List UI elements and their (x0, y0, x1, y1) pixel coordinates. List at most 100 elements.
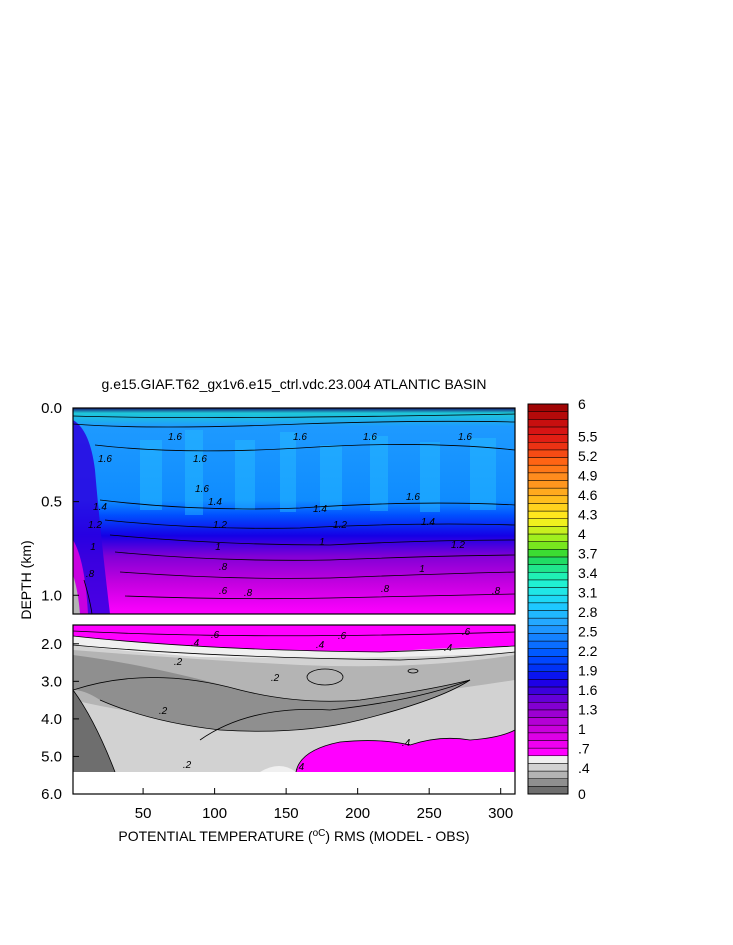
contour-label: 1 (90, 542, 96, 553)
y-tick-label: 2.0 (41, 636, 62, 653)
contour-label: .2 (174, 657, 183, 668)
lower-white-band (73, 636, 515, 658)
upper-contour-labels: 1.6 1.6 1.4 1.2 1 .8 .6 1.6 1.6 1.4 1.2 1 .8 .8 1.2 1.4… (86, 432, 501, 599)
colorbar-label: 3.1 (578, 585, 598, 601)
contour-label: 1 (215, 542, 221, 553)
colorbar-label: 4.9 (578, 468, 598, 484)
colorbar-box (527, 464, 569, 474)
colorbar-box (527, 457, 569, 466)
colorbar-box (527, 686, 569, 695)
colorbar-label: 5.5 (578, 429, 598, 445)
lower-contours (73, 630, 515, 772)
colorbar-box (527, 663, 569, 672)
lower-panel: .6 .4 .6 .4 .6 .4 .2 .2 .2 .2 .4 .4 (72, 624, 516, 795)
colorbar-label: 3.4 (578, 565, 598, 581)
colorbar-box (527, 518, 569, 527)
x-axis: 50 100 150 200 250 300 (135, 788, 513, 822)
colorbar-box (527, 441, 569, 451)
colorbar-box (527, 533, 569, 542)
contour-label: .4 (296, 762, 305, 773)
colorbar-label: 1.3 (578, 702, 598, 718)
colorbar-box (527, 786, 569, 795)
colorbar-box (527, 472, 569, 481)
y-tick-label: 5.0 (41, 748, 62, 765)
contour-label: .6 (211, 630, 220, 641)
contour-label: .8 (381, 584, 390, 595)
colorbar-label: 3.7 (578, 546, 598, 562)
contour-label: 1.4 (421, 517, 435, 528)
colorbar-label: 5.2 (578, 448, 598, 464)
lower-dark (73, 655, 470, 732)
colorbar-box (527, 503, 569, 512)
colorbar-box (527, 701, 569, 711)
contour-label: .6 (338, 631, 347, 642)
x-tick-label: 250 (417, 805, 442, 822)
colorbar-box (527, 648, 569, 657)
contour-label: .8 (86, 569, 95, 580)
contour-label: 1.6 (98, 454, 112, 465)
colorbar-label: 4.6 (578, 487, 598, 503)
upper-field (73, 408, 515, 614)
x-tick-label: 150 (274, 805, 299, 822)
colorbar-box (527, 755, 569, 764)
colorbar-box (527, 671, 569, 680)
lower-contour-labels: .6 .4 .6 .4 .6 .4 .2 .2 .2 .2 .4 .4 (159, 627, 471, 773)
contour-label: 1.6 (168, 432, 182, 443)
chart-title: g.e15.GIAF.T62_gx1v6.e15_ctrl.vdc.23.004… (102, 376, 487, 392)
upper-panel: 1.6 1.6 1.4 1.2 1 .8 .6 1.6 1.6 1.4 1.2 1 .8 .8 1.2 1.4… (72, 407, 516, 615)
colorbar-box (527, 732, 569, 741)
colorbar-labels: 6 5.5 5.2 4.9 4.6 4.3 4 3.7 3.4 3.1 2.8 2.5 2.2 1.9 1.… (578, 396, 598, 802)
colorbar-box (527, 740, 569, 749)
contour-label: .4 (316, 640, 325, 651)
colorbar-box (527, 763, 569, 772)
colorbar-box (527, 480, 569, 489)
colorbar-label: 0 (578, 786, 586, 802)
y-tick-label: 0.5 (41, 494, 62, 511)
colorbar-box (527, 587, 569, 596)
contour-label: 1.6 (406, 492, 420, 503)
colorbar-box (527, 556, 569, 565)
x-tick-label: 100 (202, 805, 227, 822)
colorbar-label: 2.8 (578, 604, 598, 620)
colorbar-box (527, 419, 569, 428)
contour-label: 1.6 (458, 432, 472, 443)
colorbar-box (527, 564, 569, 573)
contour-label: 1.2 (88, 520, 102, 531)
contour-label: .4 (444, 643, 453, 654)
colorbar (527, 403, 569, 795)
y-axis-label: DEPTH (km) (18, 540, 34, 619)
colorbar-box (527, 640, 569, 649)
lower-magenta-bottom (296, 730, 515, 772)
colorbar-box (527, 724, 569, 734)
x-tick-label: 50 (135, 805, 152, 822)
western-boundary (73, 420, 110, 614)
contour-label: .2 (159, 706, 168, 717)
colorbar-label: 1.9 (578, 663, 598, 679)
upper-contours (73, 413, 515, 614)
contour-label: .6 (462, 627, 471, 638)
contour-label: .8 (219, 562, 228, 573)
contour-label: 1.4 (93, 502, 107, 513)
colorbar-box (527, 656, 569, 665)
colorbar-box (527, 694, 569, 703)
contour-label: .2 (271, 673, 280, 684)
contour-label: 1.4 (208, 497, 222, 508)
colorbar-box (527, 594, 569, 604)
contour-label: 1.2 (213, 520, 227, 531)
colorbar-box (527, 778, 569, 787)
colorbar-box (527, 411, 569, 420)
contour-label: 1.4 (313, 504, 327, 515)
upper-y-axis: 0.0 0.5 1.0 (41, 400, 79, 604)
contour-label: 1.2 (333, 520, 347, 531)
contour-label: 1.6 (293, 432, 307, 443)
colorbar-box (527, 579, 569, 588)
y-tick-label: 6.0 (41, 786, 62, 803)
y-tick-label: 0.0 (41, 400, 62, 417)
lower-y-axis: 2.0 3.0 4.0 5.0 6.0 (41, 636, 79, 803)
contour-label: .4 (402, 738, 411, 749)
western-gray (73, 575, 80, 614)
colorbar-label: 1.6 (578, 682, 598, 698)
colorbar-box (527, 610, 569, 619)
contour-label: .6 (219, 586, 228, 597)
x-axis-label: POTENTIAL TEMPERATURE (oC) RMS (MODEL - … (118, 828, 469, 844)
